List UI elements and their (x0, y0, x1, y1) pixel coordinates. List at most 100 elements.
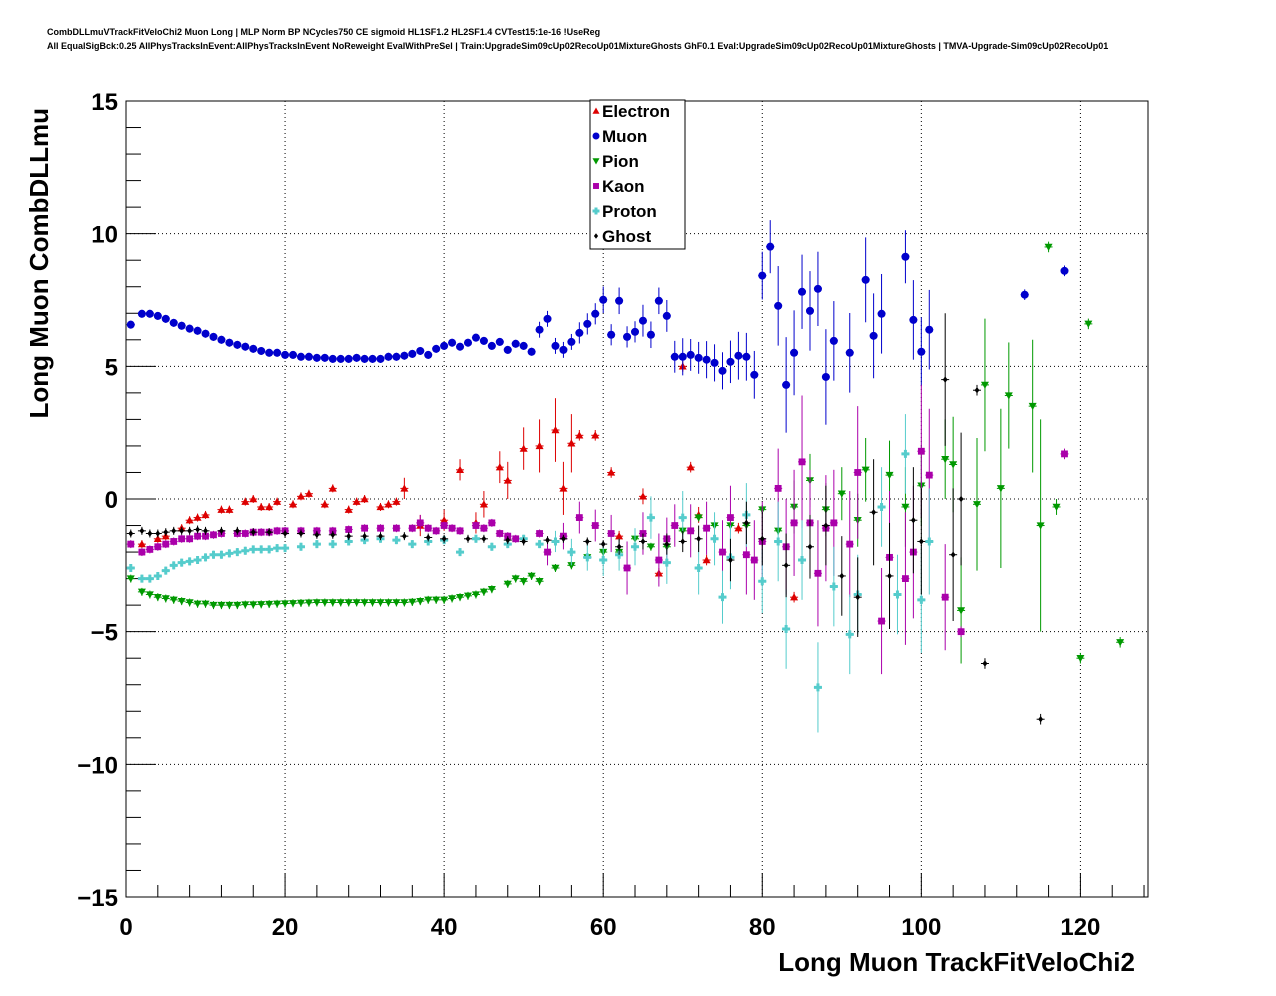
data-point (408, 524, 417, 533)
data-point (320, 598, 329, 607)
data-point (360, 598, 369, 607)
marker-circle (591, 309, 600, 318)
marker-triangle-down (551, 564, 560, 572)
data-point (471, 521, 480, 530)
marker-cross (782, 625, 791, 634)
data-point (384, 500, 393, 509)
marker-diamond (593, 233, 599, 239)
legend-item-muon: Muon (592, 127, 647, 146)
marker-triangle-up (376, 502, 385, 511)
data-point (392, 536, 401, 545)
marker-triangle-down (225, 601, 234, 610)
data-point (352, 598, 361, 607)
marker-circle (400, 351, 409, 360)
marker-triangle-down (861, 466, 870, 474)
marker-square (591, 522, 599, 529)
marker-cross (185, 557, 194, 566)
data-point (821, 329, 830, 425)
data-point (798, 395, 807, 529)
marker-circle (694, 353, 703, 362)
marker-triangle-down (456, 593, 465, 602)
data-point (957, 432, 966, 566)
data-point (241, 342, 250, 351)
marker-circle (296, 352, 305, 361)
marker-circle (241, 342, 250, 351)
x-tick-label: 40 (431, 914, 458, 941)
data-point (957, 626, 966, 637)
marker-square (957, 628, 965, 636)
data-point (249, 495, 258, 503)
marker-square (719, 548, 726, 556)
marker-circle (686, 350, 695, 359)
data-point (471, 590, 480, 599)
marker-diamond (545, 536, 550, 544)
data-point (265, 502, 274, 511)
data-point (782, 337, 791, 433)
data-point (503, 345, 512, 354)
marker-triangle-down (996, 485, 1005, 493)
legend: Electron Muon Pion Kaon Proton Ghost (589, 99, 686, 250)
data-point (734, 331, 743, 380)
data-point (241, 600, 250, 609)
data-point (495, 337, 504, 346)
marker-circle (766, 242, 775, 251)
marker-square (687, 527, 695, 535)
data-point (901, 230, 910, 284)
marker-square (512, 535, 520, 543)
marker-diamond (942, 376, 948, 383)
data-point (153, 542, 162, 551)
marker-square (178, 535, 186, 543)
marker-triangle-down (973, 501, 982, 509)
data-point (233, 340, 242, 349)
marker-circle (543, 314, 552, 323)
marker-square (146, 546, 154, 553)
data-point (463, 591, 472, 600)
marker-square (925, 471, 933, 479)
marker-circle (869, 331, 878, 340)
marker-diamond (171, 527, 177, 535)
marker-cross (177, 558, 186, 567)
data-point (257, 346, 266, 355)
data-point (273, 599, 282, 608)
marker-circle (344, 354, 353, 363)
data-point (694, 525, 703, 553)
marker-triangle-down (980, 381, 989, 389)
data-point (408, 349, 417, 358)
marker-diamond (950, 551, 956, 558)
marker-diamond (250, 528, 256, 536)
marker-square (194, 532, 201, 540)
data-point (1076, 652, 1085, 664)
marker-square (170, 538, 178, 545)
data-point (201, 599, 210, 608)
marker-cross (592, 207, 600, 215)
data-point (177, 597, 186, 606)
marker-diamond (465, 535, 471, 542)
marker-triangle-down (487, 586, 496, 594)
data-point (519, 577, 528, 586)
marker-square (750, 556, 758, 564)
data-point (718, 352, 727, 390)
data-point (678, 338, 687, 376)
marker-triangle-down (957, 607, 966, 615)
marker-square (424, 524, 432, 532)
data-point (376, 354, 385, 363)
marker-circle (623, 332, 632, 341)
data-point (312, 598, 321, 607)
data-point (495, 529, 504, 538)
data-point (360, 354, 369, 363)
data-point (281, 350, 290, 359)
marker-diamond (378, 532, 383, 540)
data-point (503, 536, 512, 545)
data-point (686, 461, 695, 473)
marker-triangle-down (567, 562, 576, 570)
marker-square (1061, 450, 1068, 458)
data-point (559, 461, 568, 515)
marker-diamond (362, 532, 367, 540)
marker-cross (169, 561, 178, 570)
marker-cross (209, 550, 218, 559)
marker-circle (137, 309, 146, 318)
marker-triangle-down (304, 599, 313, 607)
data-point (185, 534, 194, 543)
marker-triangle-up (304, 489, 313, 497)
data-point (487, 518, 496, 527)
